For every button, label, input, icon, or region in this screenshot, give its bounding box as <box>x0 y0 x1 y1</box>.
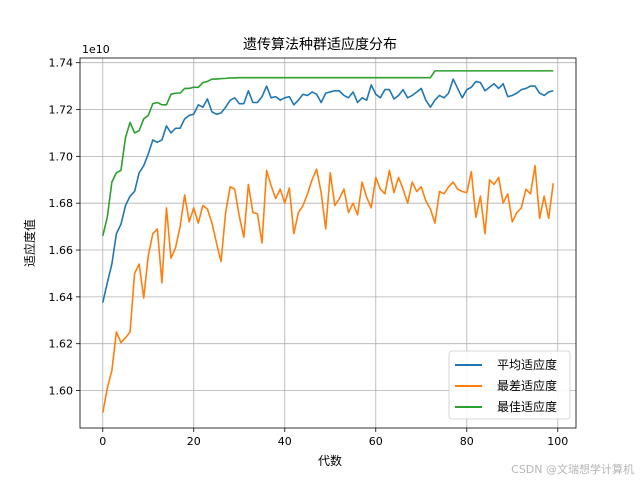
y-tick-label: 1.64 <box>49 291 74 304</box>
y-tick-label: 1.62 <box>49 338 74 351</box>
x-axis-label: 代数 <box>318 453 342 468</box>
x-tick-label: 100 <box>547 435 568 448</box>
plot-frame <box>79 57 577 429</box>
y-tick-label: 1.72 <box>49 104 74 117</box>
legend-box <box>448 350 571 420</box>
y-tick-label: 1.68 <box>49 197 74 210</box>
legend-label-0: 平均适应度 <box>497 357 557 372</box>
x-tick-label: 80 <box>460 435 474 448</box>
axis-ticks: 0 20 40 60 80 100 1.60 1.62 1.64 1.66 1.68 1.70 1.72… <box>49 57 569 448</box>
y-tick-label: 1.60 <box>49 385 74 398</box>
legend-label-2: 最佳适应度 <box>497 399 557 414</box>
y-tick-label: 1.66 <box>49 244 74 257</box>
chart-title: 遗传算法种群适应度分布 <box>243 36 397 53</box>
series-lines <box>101 70 555 413</box>
watermark-text: CSDN @文瑞想学计算机 <box>511 462 634 476</box>
series-line-0 <box>101 78 554 303</box>
legend-label-1: 最差适应度 <box>497 378 557 393</box>
y-axis-offset-label: 1e10 <box>82 43 110 56</box>
x-tick-label: 60 <box>369 435 383 448</box>
series-line-2 <box>101 70 554 237</box>
x-tick-label: 40 <box>278 435 292 448</box>
x-tick-label: 20 <box>187 435 201 448</box>
series-line-1 <box>101 164 555 413</box>
y-tick-label: 1.74 <box>49 57 74 70</box>
y-tick-label: 1.70 <box>49 150 74 163</box>
y-axis-label: 适应度值 <box>22 219 37 267</box>
x-tick-label: 0 <box>99 435 106 448</box>
